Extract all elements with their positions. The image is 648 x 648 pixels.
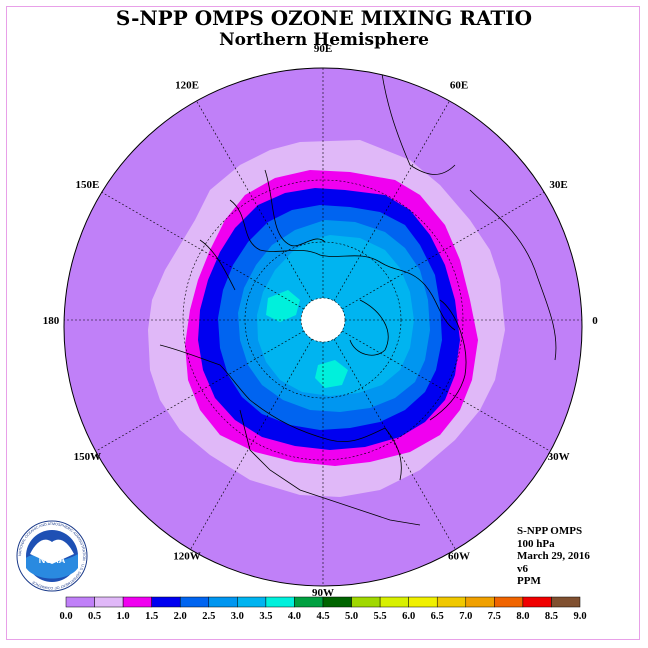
colorbar-tick-label: 9.0 — [573, 611, 586, 622]
colorbar-swatch — [351, 596, 381, 608]
units-label: PPM — [517, 575, 541, 587]
colorbar-tick-label: 6.5 — [431, 611, 444, 622]
longitude-label: 90W — [312, 587, 334, 599]
colorbar-swatch — [522, 596, 552, 608]
date-label: March 29, 2016 — [517, 550, 590, 562]
instrument-label: S-NPP OMPS — [517, 525, 583, 537]
longitude-label: 0 — [592, 315, 598, 327]
colorbar-tick-label: 6.0 — [402, 611, 415, 622]
colorbar-tick-label: 5.0 — [345, 611, 358, 622]
longitude-label: 150E — [75, 179, 99, 191]
longitude-label: 30E — [549, 179, 567, 191]
colorbar-tick-label: 3.0 — [231, 611, 244, 622]
map-subtitle: Northern Hemisphere — [219, 30, 429, 50]
map-title: S-NPP OMPS OZONE MIXING RATIO — [115, 6, 533, 30]
longitude-label: 180 — [43, 315, 60, 327]
longitude-label: 90E — [314, 43, 332, 55]
colorbar-swatch — [494, 596, 524, 608]
product-info: S-NPP OMPS 100 hPa March 29, 2016 v6 PPM — [517, 525, 590, 588]
colorbar-swatch — [379, 596, 409, 608]
longitude-label: 120E — [175, 79, 199, 91]
version-label: v6 — [517, 562, 528, 575]
colorbar-swatch — [465, 596, 495, 608]
figure-frame — [6, 6, 640, 640]
globe-outline — [63, 67, 583, 587]
ozone-field — [64, 68, 582, 586]
colorbar-tick-label: 5.5 — [374, 611, 387, 622]
colorbar-tick-label: 4.5 — [316, 611, 329, 622]
missing-data-pole — [301, 298, 345, 342]
colorbar-tick-label: 3.5 — [259, 611, 272, 622]
colorbar-swatch — [94, 596, 124, 608]
noaa-logo: NOAA NATIONAL OCEANIC AND ATMOSPHERIC AD… — [16, 520, 88, 592]
longitude-labels: 90E 60E 30E 0 30W 60W 90W 120W 150W 180 150E 120E — [43, 43, 599, 599]
colorbar-swatch — [208, 596, 238, 608]
colorbar-swatch — [436, 596, 467, 608]
colorbar-tick-label: 2.0 — [174, 611, 187, 622]
colorbar-swatch — [151, 596, 181, 608]
contour-band-3-5 — [266, 290, 300, 322]
colorbar-swatch — [122, 596, 152, 608]
colorbar-swatch — [322, 596, 352, 608]
colorbar-tick-label: 0.5 — [88, 611, 101, 622]
pressure-level-label: 100 hPa — [517, 537, 555, 550]
colorbar-swatch — [408, 596, 438, 608]
longitude-label: 150W — [74, 451, 102, 463]
colorbar-swatch — [237, 596, 267, 608]
longitude-label: 30W — [548, 451, 570, 463]
longitude-label: 60E — [450, 79, 468, 91]
colorbar-tick-label: 4.0 — [288, 611, 301, 622]
colorbar-swatch — [551, 596, 581, 608]
colorbar-tick-label: 8.5 — [545, 611, 558, 622]
colorbar-tick-label: 7.0 — [459, 611, 472, 622]
colorbar-swatch — [294, 596, 324, 608]
coastlines — [159, 68, 557, 526]
colorbar-tick-label: 1.5 — [145, 611, 158, 622]
longitude-label: 60W — [448, 551, 470, 563]
colorbar-swatch — [265, 596, 295, 608]
colorbar-tick-label: 8.0 — [516, 611, 529, 622]
colorbar-swatch — [179, 596, 210, 608]
colorbar-tick-label: 7.5 — [488, 611, 501, 622]
colorbar-swatch — [65, 596, 95, 608]
colorbar-tick-label: 0.0 — [59, 611, 72, 622]
longitude-label: 120W — [173, 551, 201, 563]
colorbar-tick-label: 2.5 — [202, 611, 215, 622]
noaa-logo-text: NOAA — [39, 555, 66, 565]
colorbar-tick-label: 1.0 — [117, 611, 130, 622]
